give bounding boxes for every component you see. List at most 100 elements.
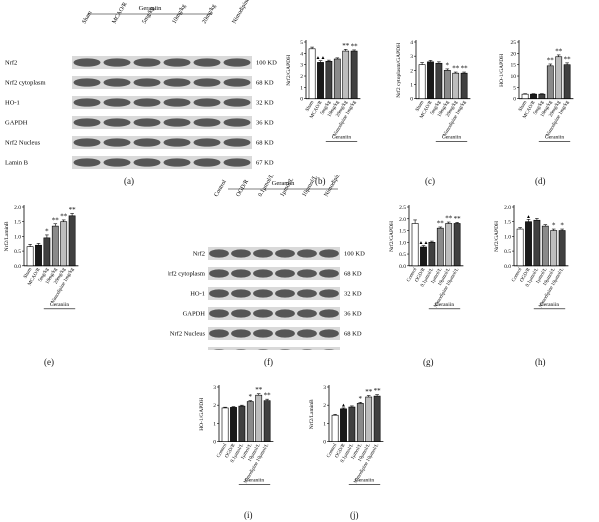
bar	[555, 56, 563, 100]
group-label: Geraniin	[245, 478, 264, 484]
blot-kd-label: 100 KD	[344, 251, 365, 258]
bar	[445, 223, 453, 267]
blot-band	[133, 78, 161, 87]
y-tick-label: 0	[300, 97, 303, 103]
y-tick-label: 3	[410, 54, 413, 60]
y-tick-label: 1.0	[399, 240, 406, 246]
y-tick-label: 3	[300, 63, 303, 69]
blot-band	[209, 329, 229, 338]
blot-kd-label: 67 KD	[256, 160, 274, 167]
y-tick-label: 2.0	[399, 217, 406, 223]
blot-band	[297, 309, 317, 318]
blot-row-name: Lamin B	[5, 160, 29, 167]
group-label: Geraniin	[442, 135, 461, 141]
blot-band	[253, 289, 273, 298]
blot-row-name: Nrf2	[193, 251, 205, 258]
blot-lane-label: Control	[214, 179, 229, 198]
y-axis-label: HO-1/GAPDH	[499, 54, 505, 87]
blot-band	[209, 249, 229, 258]
blot-lane-label: Nimodipine 10μmol/l	[324, 175, 355, 198]
significance-marker: *	[249, 393, 253, 401]
y-tick-label: 2	[410, 68, 413, 74]
bar	[365, 396, 373, 442]
significance-marker: **	[255, 386, 263, 394]
blot-band	[163, 98, 191, 107]
blot-lane-label: Nimodipine 1mg/kg	[232, 0, 261, 25]
bar-chart-b: 012345Nrf2/GAPDHSham▲▲MCAO/R5mg/kg10mg/k…	[285, 40, 361, 142]
bar	[348, 406, 356, 442]
blot-kd-label: 32 KD	[256, 100, 274, 107]
blot-band	[275, 249, 295, 258]
x-tick-label: Sham	[415, 100, 425, 112]
y-tick-label: 1.5	[14, 220, 21, 226]
blot-band	[253, 269, 273, 278]
y-axis-label: HO-1/GAPDH	[199, 398, 205, 431]
y-tick-label: 0.5	[399, 252, 406, 258]
y-axis-label: Nrf2 cytoplasm/GAPDH	[395, 43, 402, 98]
blot-band	[319, 329, 339, 338]
significance-marker: ▲▲	[419, 241, 429, 246]
blot-band	[193, 138, 221, 147]
y-tick-label: 3	[323, 385, 326, 391]
significance-marker: **	[365, 388, 373, 396]
blot-band	[253, 309, 273, 318]
blot-band	[103, 78, 131, 87]
group-label: Geraniin	[355, 478, 374, 484]
significance-marker: ▲	[526, 215, 531, 220]
bar-chart-e: 0.00.51.01.52.0Nrf2/LaminBShamMCAO/R*5mg…	[3, 205, 79, 310]
y-tick-label: 20	[511, 51, 517, 57]
blot-group-label: Geraniin	[272, 180, 295, 187]
y-tick-label: 0.5	[14, 249, 21, 255]
y-axis-label: Nrf2/GAPDH	[493, 221, 500, 252]
blot-band	[193, 78, 221, 87]
blot-band	[193, 98, 221, 107]
y-tick-label: 2	[300, 74, 303, 80]
panel-label-j: (j)	[350, 510, 359, 520]
blot-kd-label: 36 KD	[344, 311, 362, 318]
bar	[325, 60, 333, 100]
significance-marker: ▲▲	[316, 56, 326, 61]
blot-band	[163, 78, 191, 87]
blot-kd-label: 32 KD	[344, 291, 362, 298]
blot-band	[163, 118, 191, 127]
bar-chart-j: 0123Nrf2/LaminBControl▲OGD/R0.1μmol/L*1μ…	[308, 385, 384, 485]
blot-band	[103, 118, 131, 127]
bar	[340, 408, 347, 442]
bar	[427, 61, 434, 99]
bar	[263, 400, 271, 442]
blot-band	[319, 309, 339, 318]
blot-band	[133, 98, 161, 107]
y-tick-label: 0.0	[504, 264, 511, 270]
bar	[411, 223, 419, 267]
bar	[350, 50, 358, 99]
bar	[521, 93, 529, 100]
panel-label-d: (d)	[535, 176, 546, 186]
bar	[516, 228, 524, 267]
blot-band	[275, 269, 295, 278]
panel-label-e: (e)	[44, 357, 54, 367]
blot-row-name: HO-1	[190, 291, 205, 298]
significance-marker: **	[60, 212, 68, 220]
blot-band	[223, 158, 251, 167]
bar	[238, 405, 246, 442]
y-tick-label: 1	[410, 83, 413, 89]
significance-marker: **	[547, 56, 555, 64]
y-axis-label: Nrf2/LaminB	[308, 399, 315, 429]
significance-marker: **	[374, 387, 382, 395]
bar	[530, 93, 537, 100]
significance-marker: **	[461, 65, 469, 73]
blot-band	[223, 118, 251, 127]
blot-row-name: GAPDH	[183, 311, 206, 318]
group-label: Geraniin	[332, 135, 351, 141]
y-tick-label: 4	[300, 51, 303, 57]
blot-lane-label: Sham	[82, 10, 94, 25]
y-tick-label: 1	[300, 85, 303, 91]
y-tick-label: 1.5	[399, 229, 406, 235]
blot-band	[209, 309, 229, 318]
y-tick-label: 0.5	[504, 249, 511, 255]
blot-lane-label: OGD/R	[236, 179, 251, 198]
blot-band	[103, 158, 131, 167]
blot-kd-label: 100 KD	[256, 60, 277, 67]
x-tick-label: Sham	[518, 100, 528, 112]
